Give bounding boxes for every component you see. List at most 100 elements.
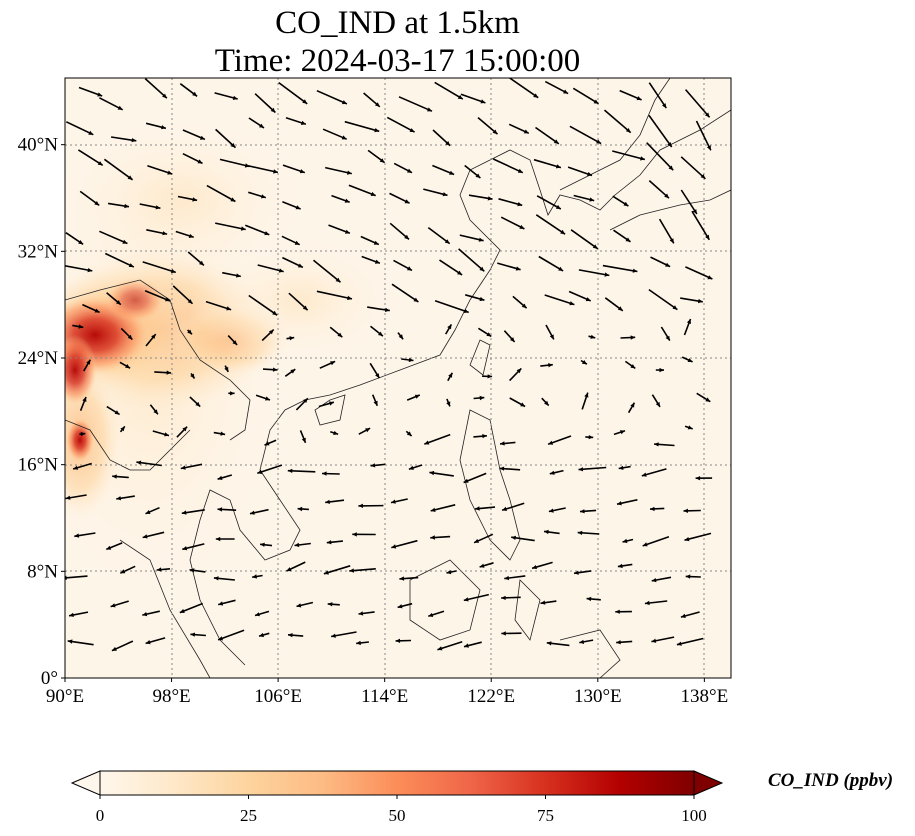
lat-tick-label: 8°N [27, 561, 58, 582]
wind-vector [695, 120, 712, 151]
wind-vector-head [179, 608, 185, 613]
lat-tick-label: 16°N [18, 455, 59, 476]
wind-vector-head [642, 542, 648, 547]
wind-vector-head [288, 633, 293, 638]
wind-vector [206, 184, 236, 203]
map-plot-area [65, 78, 731, 678]
wind-vector [312, 259, 342, 283]
wind-vector-head [97, 161, 103, 166]
wind-vector-head [166, 370, 172, 375]
wind-vector-head [618, 465, 624, 470]
wind-vector-head [145, 640, 151, 645]
wind-vector-head [640, 156, 645, 161]
wind-vector-head [625, 128, 631, 133]
wind-vector-head [295, 205, 301, 210]
wind-vector-head [188, 233, 194, 238]
wind-vector-head [519, 224, 525, 229]
wind-vector-head [706, 145, 711, 151]
wind-vector-head [370, 463, 376, 468]
wind-vector-head [65, 575, 67, 580]
wind-vector-head [615, 609, 620, 614]
wind-vector-head [549, 470, 555, 475]
wind-vector-head [445, 141, 451, 146]
wind-vector-head [379, 158, 385, 163]
wind-vector-head [300, 120, 306, 125]
wind-vector-head [548, 508, 554, 513]
wind-vector-head [549, 334, 554, 340]
wind-vector-head [667, 142, 672, 147]
wind-vector-head [287, 468, 293, 473]
wind-vector-head [662, 103, 667, 109]
wind-vector-head [164, 432, 169, 437]
wind-vector [434, 299, 469, 314]
wind-vector [533, 158, 562, 169]
lon-tick-label: 106°E [254, 686, 302, 707]
wind-vector-head [574, 570, 579, 575]
colorbar-label: CO_IND (ppbv) [768, 770, 894, 791]
wind-vector-head [553, 139, 559, 144]
wind-vector-head [548, 440, 554, 445]
wind-vector [536, 195, 562, 210]
wind-vector [570, 229, 599, 250]
wind-vector-head [335, 277, 341, 283]
wind-vector-head [428, 612, 434, 617]
wind-vector-head [375, 373, 380, 379]
wind-vector-head [192, 197, 198, 202]
wind-vector-head [268, 329, 274, 335]
lon-tick-label: 138°E [681, 686, 729, 707]
wind-vector-head [580, 509, 585, 514]
wind-vector-head [192, 91, 198, 97]
wind-vector-head [259, 632, 264, 638]
wind-vector-head [87, 268, 93, 273]
latitude-tick-labels: 0° 8°N 16°N 24°N 32°N 40°N [18, 135, 65, 689]
wind-vector-head [479, 395, 485, 401]
wind-vector-head [230, 143, 236, 148]
wind-vector-head [252, 574, 257, 579]
wind-vector-head [474, 538, 480, 543]
wind-vector-head [669, 238, 674, 244]
wind-vector-head [404, 199, 410, 204]
wind-vector-head [69, 612, 74, 617]
wind-vector-head [375, 102, 380, 107]
wind-vector-head [217, 507, 223, 512]
wind-vector [569, 125, 602, 145]
wind-vector-head [680, 613, 686, 618]
wind-vector-head [511, 535, 516, 540]
wind-vector-head [327, 602, 333, 607]
wind-vector-head [407, 168, 412, 173]
wind-vector-head [162, 231, 168, 236]
wind-vector-head [294, 240, 300, 245]
lon-tick-label: 130°E [574, 686, 622, 707]
wind-vector-head [128, 263, 134, 267]
wind-vector-head [644, 600, 650, 606]
wind-vector-head [424, 440, 430, 445]
wind-vector-head [236, 273, 241, 278]
wind-vector-head [345, 229, 350, 234]
wind-vector-head [294, 542, 300, 548]
wind-vector-head [622, 538, 628, 544]
wind-vector-head [700, 174, 706, 179]
wind-vector-head [478, 237, 484, 242]
wind-vector-head [331, 633, 336, 638]
wind-vector-head [165, 297, 170, 302]
wind-vector-head [333, 430, 339, 435]
wind-vector-head [617, 306, 623, 311]
wind-vector-head [604, 272, 610, 277]
wind-vector-head [632, 268, 638, 273]
wind-vector-head [620, 430, 625, 435]
wind-vector-head [145, 510, 151, 514]
wind-vector [680, 189, 698, 215]
wind-vector-head [199, 260, 204, 266]
wind-vector-head [672, 305, 678, 310]
wind-vector-head [151, 334, 156, 339]
wind-vector-head [544, 529, 549, 535]
wind-vector-head [112, 474, 117, 479]
wind-vector-head [579, 639, 585, 644]
wind-vector-head [548, 363, 553, 368]
wind-vector-head [500, 441, 505, 446]
wind-vector-head [585, 297, 591, 302]
wind-vector-head [325, 499, 330, 504]
wind-vector [144, 78, 168, 99]
wind-vector [215, 222, 246, 231]
